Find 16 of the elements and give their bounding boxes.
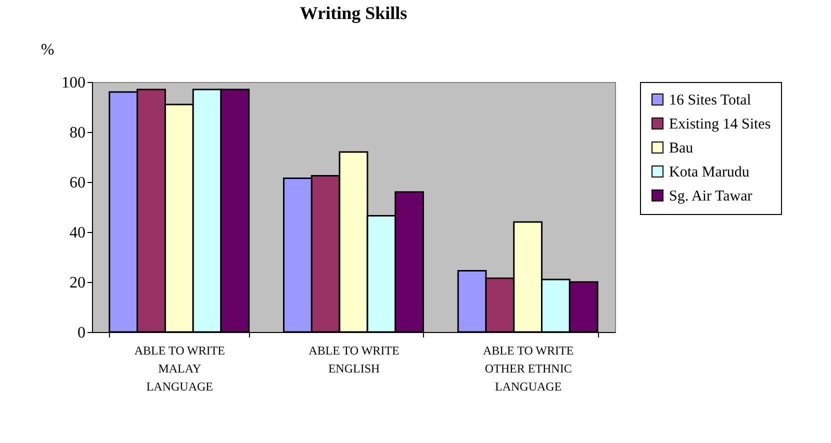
- legend-label: Kota Marudu: [669, 164, 750, 180]
- legend-label: 16 Sites Total: [669, 92, 752, 108]
- legend-label: Bau: [669, 140, 694, 156]
- chart-title: Writing Skills: [300, 3, 408, 23]
- y-tick-label: 100: [62, 74, 86, 92]
- x-tick-label: ABLE TO WRITE MALAY LANGUAGE: [134, 344, 226, 394]
- x-tick-label: ABLE TO WRITE OTHER ETHNIC LANGUAGE: [482, 344, 574, 394]
- y-tick-label: 40: [70, 224, 86, 242]
- x-tick-label: ABLE TO WRITE ENGLISH: [308, 344, 400, 376]
- y-tick-label: 80: [70, 124, 86, 142]
- y-tick-label: 20: [70, 274, 86, 292]
- y-tick-label: 0: [78, 324, 86, 342]
- y-axis-title: %: [40, 42, 54, 58]
- legend-label: Existing 14 Sites: [669, 116, 771, 132]
- legend-label: Sg. Air Tawar: [669, 188, 752, 204]
- y-tick-label: 60: [70, 174, 86, 192]
